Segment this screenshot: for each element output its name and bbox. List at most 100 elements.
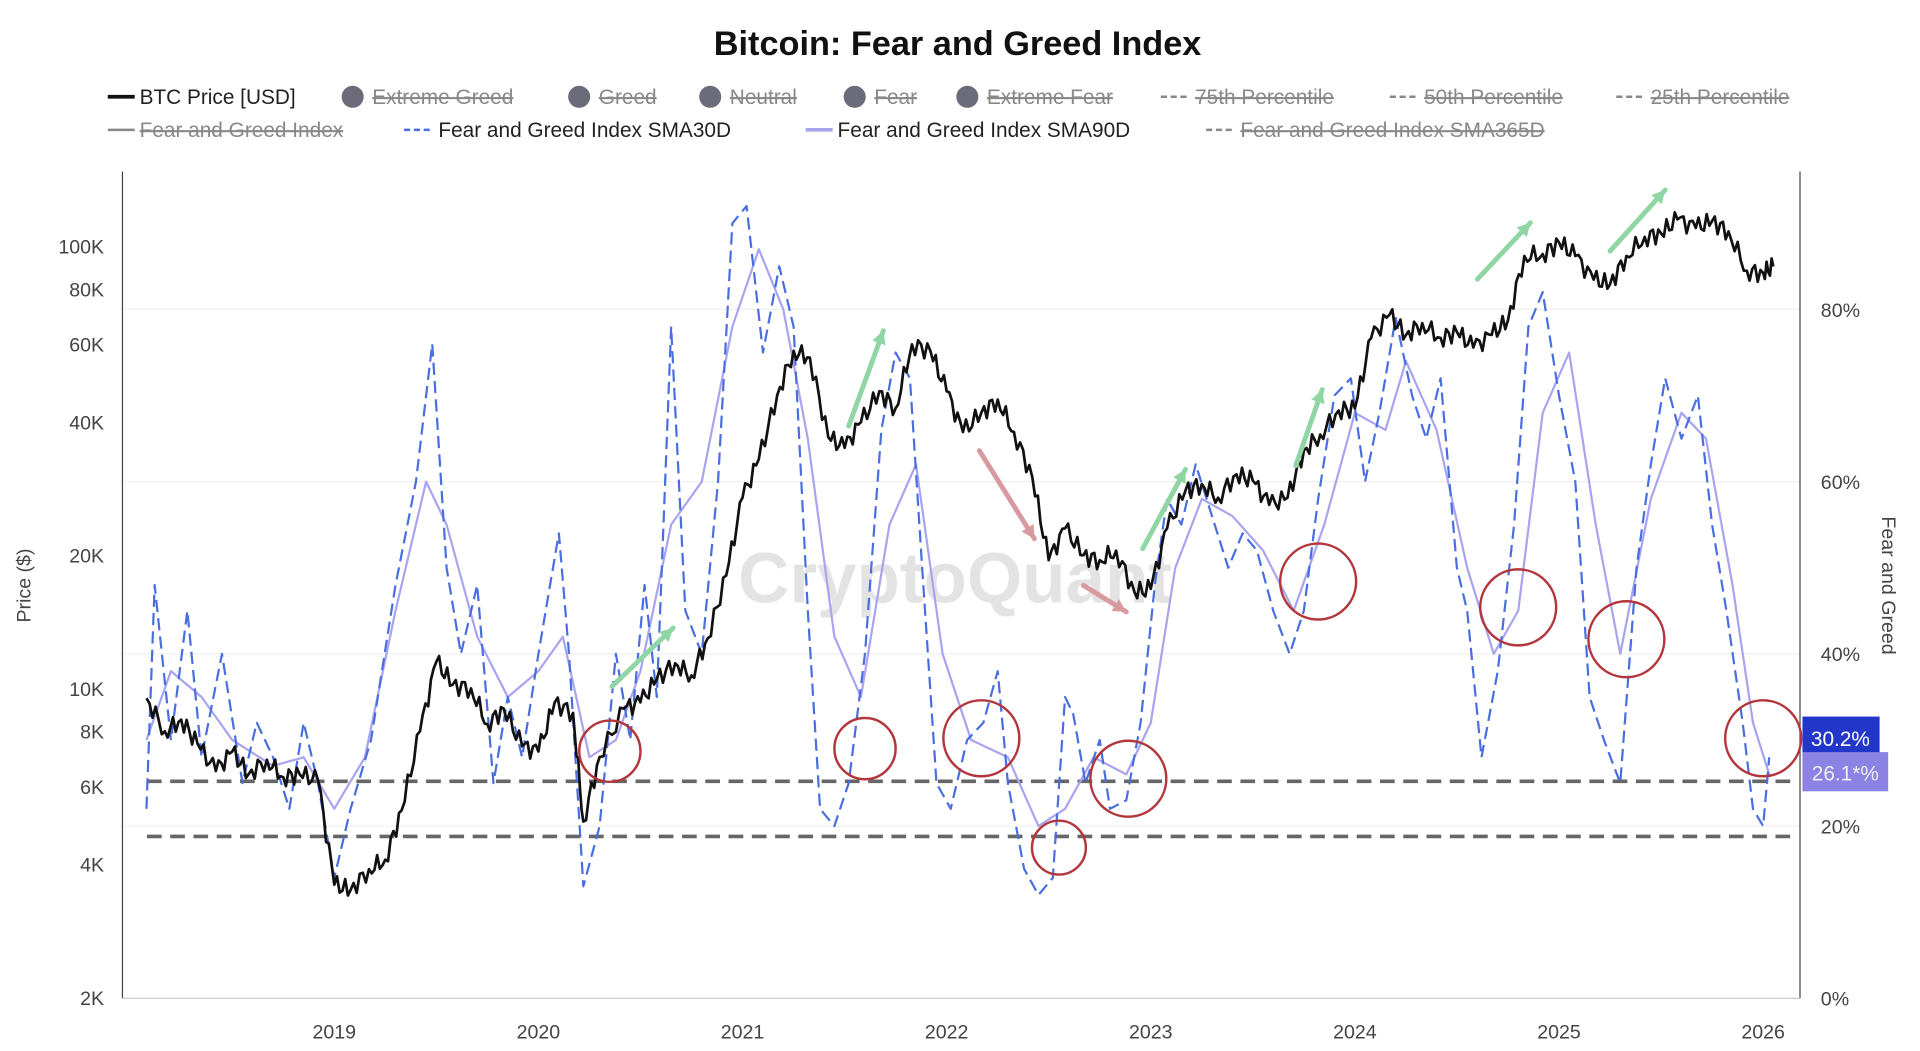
- legend-item[interactable]: BTC Price [USD]: [107, 86, 296, 109]
- left-tick-label: 8K: [80, 722, 104, 744]
- legend-label: Extreme Greed: [372, 86, 513, 109]
- right-tick-label: 0%: [1821, 989, 1849, 1011]
- red-circle-highlight: [942, 699, 1021, 778]
- red-arrow-icon: [976, 448, 1037, 542]
- legend: BTC Price [USD] Extreme Greed Greed Neutral…: [107, 85, 1789, 142]
- legend-item[interactable]: Fear and Greed Index SMA365D: [1206, 119, 1545, 142]
- green-arrow-icon-head: [1516, 222, 1531, 237]
- legend-item[interactable]: Greed: [568, 85, 657, 109]
- legend-label: 50th Percentile: [1424, 86, 1563, 109]
- x-tick-label: 2024: [1333, 1022, 1377, 1044]
- left-tick-label: 2K: [80, 988, 104, 1010]
- x-tick-label: 2019: [313, 1022, 357, 1044]
- legend-dot-icon: [699, 85, 722, 108]
- left-tick-label: 100K: [58, 237, 104, 259]
- red-circle-highlight: [1479, 568, 1558, 647]
- green-arrow-icon: [1607, 187, 1668, 254]
- green-arrow-icon-shaft: [1293, 387, 1325, 469]
- green-arrow-icon-head: [1311, 389, 1325, 405]
- svg-text:30.2%: 30.2%: [1811, 728, 1870, 751]
- legend-item[interactable]: 50th Percentile: [1389, 86, 1563, 109]
- legend-label: Neutral: [730, 86, 797, 109]
- current-value-sma30-badge: 30.2%: [1802, 716, 1880, 756]
- right-tick-label: 60%: [1821, 472, 1860, 494]
- legend-label: Fear and Greed Index SMA365D: [1240, 119, 1544, 142]
- x-tick-label: 2023: [1129, 1022, 1173, 1044]
- series-line-0: [145, 211, 1775, 897]
- green-arrow-icon-shaft: [609, 625, 676, 689]
- series-line-1: [145, 204, 1771, 897]
- svg-text:26.1*%: 26.1*%: [1812, 762, 1879, 785]
- green-arrow-icon-shaft: [1474, 220, 1533, 282]
- red-circle-highlight: [1723, 699, 1803, 778]
- legend-label: Fear and Greed Index: [140, 119, 344, 142]
- x-tick-label: 2025: [1537, 1022, 1581, 1044]
- green-arrow-icon: [1140, 466, 1188, 552]
- right-tick-label: 80%: [1821, 300, 1860, 322]
- legend-dot-icon: [568, 85, 591, 108]
- x-tick-label: 2020: [517, 1022, 561, 1044]
- legend-label: 75th Percentile: [1195, 86, 1334, 109]
- red-circle-highlight: [1278, 542, 1358, 621]
- legend-label: Fear: [874, 86, 917, 109]
- legend-item[interactable]: Fear and Greed Index SMA90D: [805, 119, 1131, 142]
- left-tick-label: 6K: [80, 777, 104, 799]
- reference-lines: [146, 779, 1792, 839]
- red-circle-highlight: [1030, 819, 1088, 876]
- red-circle-highlight: [1089, 739, 1168, 818]
- legend-label: Fear and Greed Index SMA30D: [438, 119, 731, 142]
- green-arrow-icon-shaft: [1607, 187, 1668, 254]
- legend-dot-icon: [956, 85, 979, 108]
- red-circle-highlight: [578, 719, 642, 784]
- left-axis-title: Price ($): [14, 549, 36, 623]
- x-tick-label: 2021: [721, 1022, 765, 1044]
- legend-label: 25th Percentile: [1651, 86, 1790, 109]
- right-tick-label: 40%: [1821, 644, 1860, 666]
- x-tick-label: 2026: [1741, 1022, 1785, 1044]
- series-line-2: [145, 248, 1771, 828]
- series-group: [145, 204, 1775, 897]
- left-tick-label: 40K: [69, 413, 104, 435]
- green-arrow-icon-head: [1173, 469, 1186, 484]
- red-circle-highlight: [833, 716, 897, 781]
- current-value-sma90-badge: 26.1*%: [1802, 752, 1889, 792]
- legend-item[interactable]: 25th Percentile: [1616, 86, 1789, 109]
- green-arrow-icon: [1293, 387, 1325, 469]
- red-arrow-icon-shaft: [976, 448, 1037, 542]
- right-axis-title: Fear and Greed: [1877, 516, 1899, 654]
- right-tick-label: 20%: [1821, 816, 1860, 838]
- legend-item[interactable]: Extreme Greed: [341, 85, 514, 109]
- annotations: [578, 187, 1803, 876]
- legend-dot-icon: [843, 85, 866, 108]
- legend-item[interactable]: Fear: [843, 85, 917, 109]
- left-tick-label: 80K: [69, 279, 104, 301]
- legend-item[interactable]: Fear and Greed Index: [107, 119, 344, 142]
- green-arrow-icon-head: [1651, 190, 1666, 205]
- legend-item[interactable]: Extreme Fear: [956, 85, 1113, 109]
- legend-dot-icon: [341, 85, 364, 108]
- green-arrow-icon-shaft: [1140, 466, 1188, 552]
- left-tick-label: 10K: [69, 679, 104, 701]
- gridlines: [122, 308, 1800, 827]
- legend-label: Fear and Greed Index SMA90D: [838, 119, 1131, 142]
- red-arrow-icon-head: [1021, 524, 1035, 539]
- watermark-logo: CryptoQuant: [738, 540, 1172, 619]
- green-arrow-icon: [846, 328, 886, 429]
- legend-item[interactable]: 75th Percentile: [1160, 86, 1334, 109]
- green-arrow-icon: [1474, 220, 1533, 282]
- green-arrow-icon-head: [658, 627, 674, 642]
- red-circle-highlight: [1587, 600, 1666, 679]
- left-tick-label: 20K: [69, 546, 104, 568]
- green-arrow-icon-head: [872, 330, 886, 346]
- left-tick-label: 4K: [80, 855, 104, 877]
- legend-label: Greed: [599, 86, 657, 109]
- red-arrow-icon-head: [1111, 599, 1127, 612]
- axis-ticks: 0% 20% 40% 60% 80% 2K 4K 6K 8K 10K 20K 40K 60K 80K 100…: [58, 237, 1860, 1044]
- green-arrow-icon-shaft: [846, 328, 886, 429]
- legend-item[interactable]: Fear and Greed Index SMA30D: [404, 119, 731, 142]
- legend-item[interactable]: Neutral: [699, 85, 797, 109]
- chart-title: Bitcoin: Fear and Greed Index: [714, 25, 1202, 63]
- green-arrow-icon: [609, 625, 676, 689]
- legend-label: Extreme Fear: [987, 86, 1113, 109]
